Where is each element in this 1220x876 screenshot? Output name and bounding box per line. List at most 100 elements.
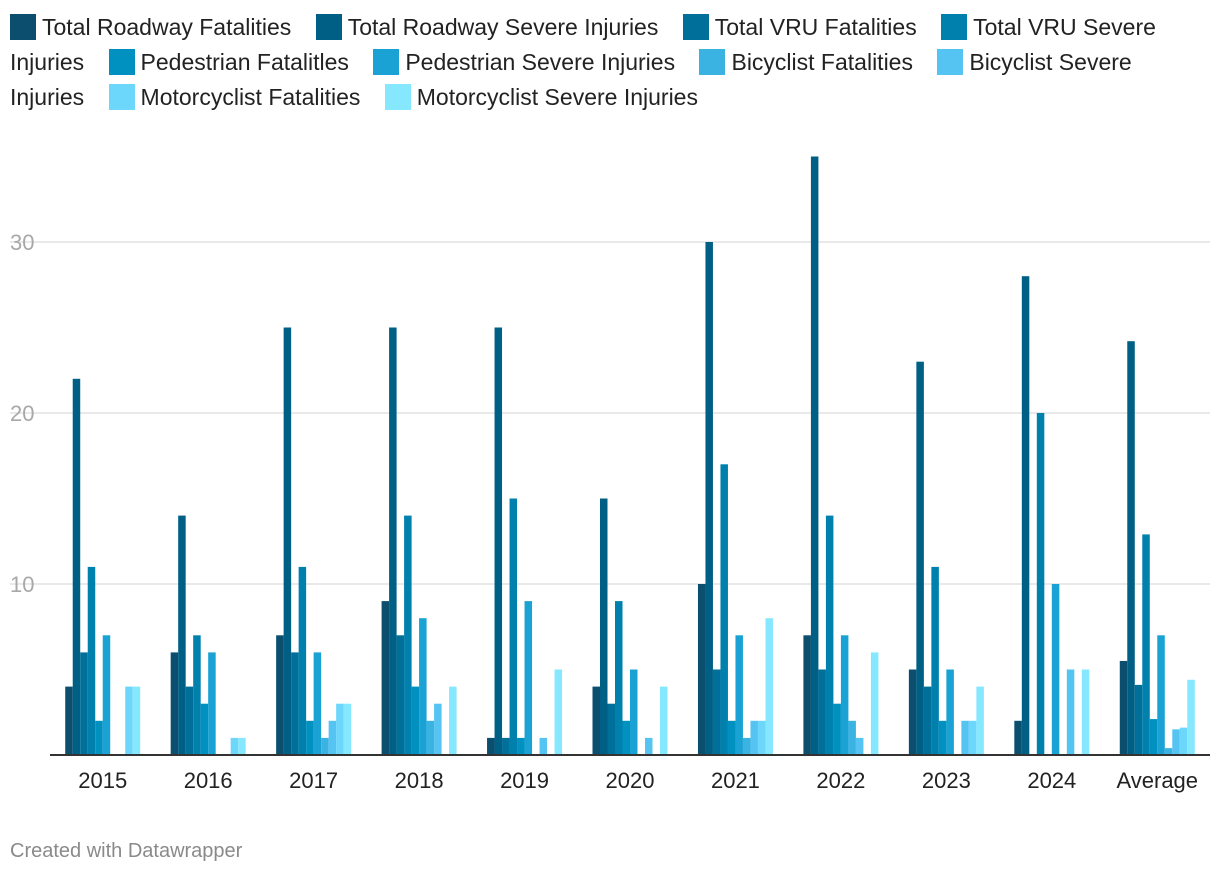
bar xyxy=(102,635,111,755)
bar xyxy=(855,737,864,755)
x-category-label: 2016 xyxy=(184,768,233,793)
legend-item: Total Roadway Fatalities xyxy=(10,14,291,40)
legend-label: Motorcyclist Fatalities xyxy=(140,84,361,110)
bar xyxy=(600,498,608,755)
bar xyxy=(622,720,630,755)
x-category-label: 2019 xyxy=(500,768,549,793)
bar xyxy=(1134,684,1143,755)
bar xyxy=(419,618,427,755)
bar xyxy=(705,242,713,755)
bar xyxy=(306,720,314,755)
bar xyxy=(840,635,849,755)
bar xyxy=(328,720,337,755)
bar xyxy=(923,686,932,755)
bar xyxy=(95,720,103,755)
bar xyxy=(208,652,216,755)
legend-label: Bicyclist Severe Injuries xyxy=(10,49,1132,110)
bar xyxy=(389,327,397,755)
bar xyxy=(411,686,420,755)
bar xyxy=(170,652,179,755)
bar xyxy=(524,601,533,755)
legend-item: Total VRU Severe Injuries xyxy=(10,14,1156,75)
x-category-label: 2020 xyxy=(606,768,655,793)
bar xyxy=(1081,669,1090,755)
bar xyxy=(1014,720,1022,755)
bar xyxy=(80,652,88,755)
bar xyxy=(720,464,728,755)
bar xyxy=(1051,584,1060,755)
bar xyxy=(803,635,811,755)
x-category-label: 2017 xyxy=(289,768,338,793)
legend-swatch xyxy=(941,14,968,40)
bar xyxy=(72,378,81,755)
bar xyxy=(539,737,548,755)
legend-swatch xyxy=(699,49,726,75)
bar xyxy=(125,686,133,755)
x-category-label: 2024 xyxy=(1027,768,1076,793)
legend-item: Bicyclist Fatalities xyxy=(699,49,913,75)
bar xyxy=(185,686,194,755)
bar xyxy=(238,737,246,755)
bar xyxy=(1179,727,1188,755)
x-category-label: 2015 xyxy=(78,768,127,793)
legend-item: Motorcyclist Fatalities xyxy=(108,84,361,110)
bar xyxy=(193,635,201,755)
bar xyxy=(712,669,721,755)
bar xyxy=(291,652,299,755)
bar xyxy=(931,566,939,755)
bar xyxy=(1149,719,1158,755)
legend-swatch xyxy=(108,84,135,110)
x-category-label: 2023 xyxy=(922,768,971,793)
bar xyxy=(178,515,186,755)
bar xyxy=(870,652,879,755)
bar xyxy=(313,652,322,755)
bar xyxy=(818,669,826,755)
bar xyxy=(336,703,344,755)
bar xyxy=(1164,748,1173,755)
legend-item: Bicyclist Severe Injuries xyxy=(10,49,1132,110)
bar xyxy=(1172,729,1180,755)
bar xyxy=(1187,679,1195,755)
legend-label: Pedestrian Fatalitles xyxy=(140,49,349,75)
bar xyxy=(517,737,525,755)
bar xyxy=(727,720,736,755)
bar xyxy=(607,703,615,755)
bar xyxy=(908,669,917,755)
legend-label: Total VRU Fatalities xyxy=(714,14,917,40)
y-tick-label: 20 xyxy=(10,401,34,426)
bar xyxy=(65,686,73,755)
bar xyxy=(396,635,405,755)
x-category-label: 2018 xyxy=(395,768,444,793)
bar xyxy=(494,327,503,755)
legend-swatch xyxy=(108,49,135,75)
bar xyxy=(810,156,819,755)
bar xyxy=(1036,413,1045,755)
legend-item: Total Roadway Severe Injuries xyxy=(315,14,658,40)
bar xyxy=(1127,341,1135,755)
bar xyxy=(404,515,412,755)
x-category-label: 2021 xyxy=(711,768,760,793)
bar xyxy=(833,703,841,755)
bar xyxy=(592,686,600,755)
bar xyxy=(848,720,856,755)
legend-item: Pedestrian Severe Injuries xyxy=(373,49,675,75)
bar xyxy=(660,686,668,755)
bar xyxy=(132,686,141,755)
bar xyxy=(343,703,352,755)
bar xyxy=(825,515,834,755)
legend-label: Motorcyclist Severe Injuries xyxy=(416,84,698,110)
legend: Total Roadway Fatalities Total Roadway S… xyxy=(10,10,1205,115)
legend-label: Total VRU Severe Injuries xyxy=(10,14,1156,75)
footer-credit: Created with Datawrapper xyxy=(10,840,243,862)
legend-label: Bicyclist Fatalities xyxy=(731,49,913,75)
legend-swatch xyxy=(384,84,411,110)
bar xyxy=(697,584,706,755)
legend-swatch xyxy=(937,49,964,75)
bar xyxy=(321,737,329,755)
legend-item: Pedestrian Fatalitles xyxy=(108,49,349,75)
bar xyxy=(298,566,307,755)
bar xyxy=(434,703,442,755)
bar xyxy=(938,720,947,755)
legend-swatch xyxy=(373,49,400,75)
